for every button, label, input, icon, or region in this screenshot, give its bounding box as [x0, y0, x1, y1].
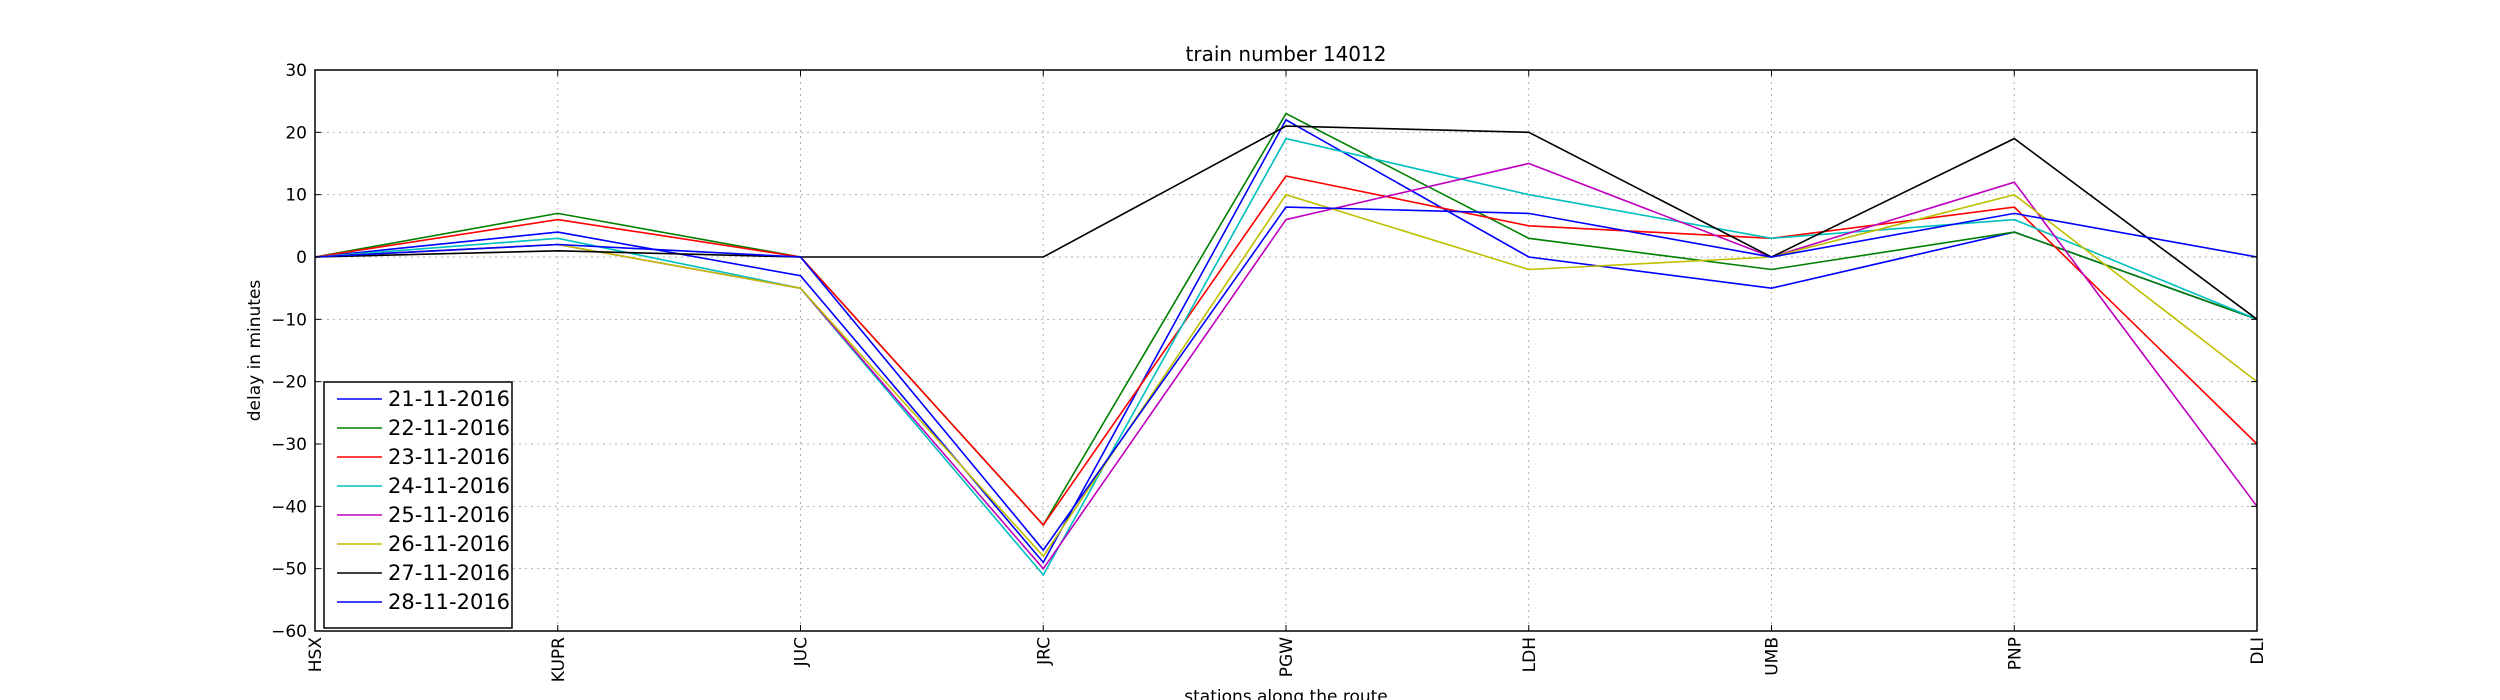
legend-label: 22-11-2016 [388, 416, 510, 440]
y-tick-label: 30 [285, 61, 307, 81]
series-line-26-11-2016 [314, 193, 2258, 558]
series-lines [314, 112, 2258, 577]
y-tick-label: −20 [271, 373, 307, 393]
y-tick-label: −40 [271, 497, 307, 517]
y-axis-ticks: −60 −50 −40 −30 −20 −10 0 10 20 30 [271, 61, 2257, 642]
series-line-21-11-2016 [314, 118, 2258, 564]
x-tick-label: HSX [306, 637, 326, 673]
y-tick-label: −50 [271, 560, 307, 580]
x-tick-label: JRC [1034, 637, 1054, 666]
legend-label: 25-11-2016 [388, 503, 510, 527]
legend-label: 27-11-2016 [388, 561, 510, 585]
y-tick-label: 10 [285, 186, 307, 206]
x-axis-title: stations along the route [1184, 687, 1388, 700]
legend-label: 23-11-2016 [388, 445, 510, 469]
legend-label: 28-11-2016 [388, 590, 510, 614]
series-line-28-11-2016 [314, 206, 2258, 552]
series-line-27-11-2016 [314, 125, 2258, 320]
x-tick-label: JUC [792, 637, 812, 667]
x-tick-label: PGW [1277, 637, 1297, 677]
x-tick-label: UMB [1763, 637, 1783, 676]
legend-label: 26-11-2016 [388, 532, 510, 556]
legend-label: 24-11-2016 [388, 474, 510, 498]
y-tick-label: −10 [271, 310, 307, 330]
x-tick-label: PNP [2005, 637, 2025, 670]
series-line-22-11-2016 [314, 112, 2258, 527]
x-tick-label: LDH [1520, 637, 1540, 672]
x-axis-ticks: HSX KUPR JUC JRC PGW LDH UMB PNP DLI [306, 70, 2268, 682]
legend: 21-11-2016 22-11-2016 23-11-2016 24-11-2016… [323, 381, 513, 629]
legend-box [323, 381, 513, 629]
y-axis-title: delay in minutes [245, 280, 265, 422]
series-line-23-11-2016 [314, 175, 2258, 527]
x-tick-label: DLI [2248, 637, 2268, 665]
y-tick-label: −30 [271, 435, 307, 455]
y-tick-label: −60 [271, 622, 307, 642]
y-tick-label: 20 [285, 123, 307, 143]
chart-title: train number 14012 [1186, 42, 1387, 66]
legend-label: 21-11-2016 [388, 387, 510, 411]
y-tick-label: 0 [296, 248, 307, 268]
grid [315, 70, 2257, 631]
x-tick-label: KUPR [549, 637, 569, 682]
series-line-25-11-2016 [314, 162, 2258, 571]
series-line-24-11-2016 [314, 137, 2258, 577]
